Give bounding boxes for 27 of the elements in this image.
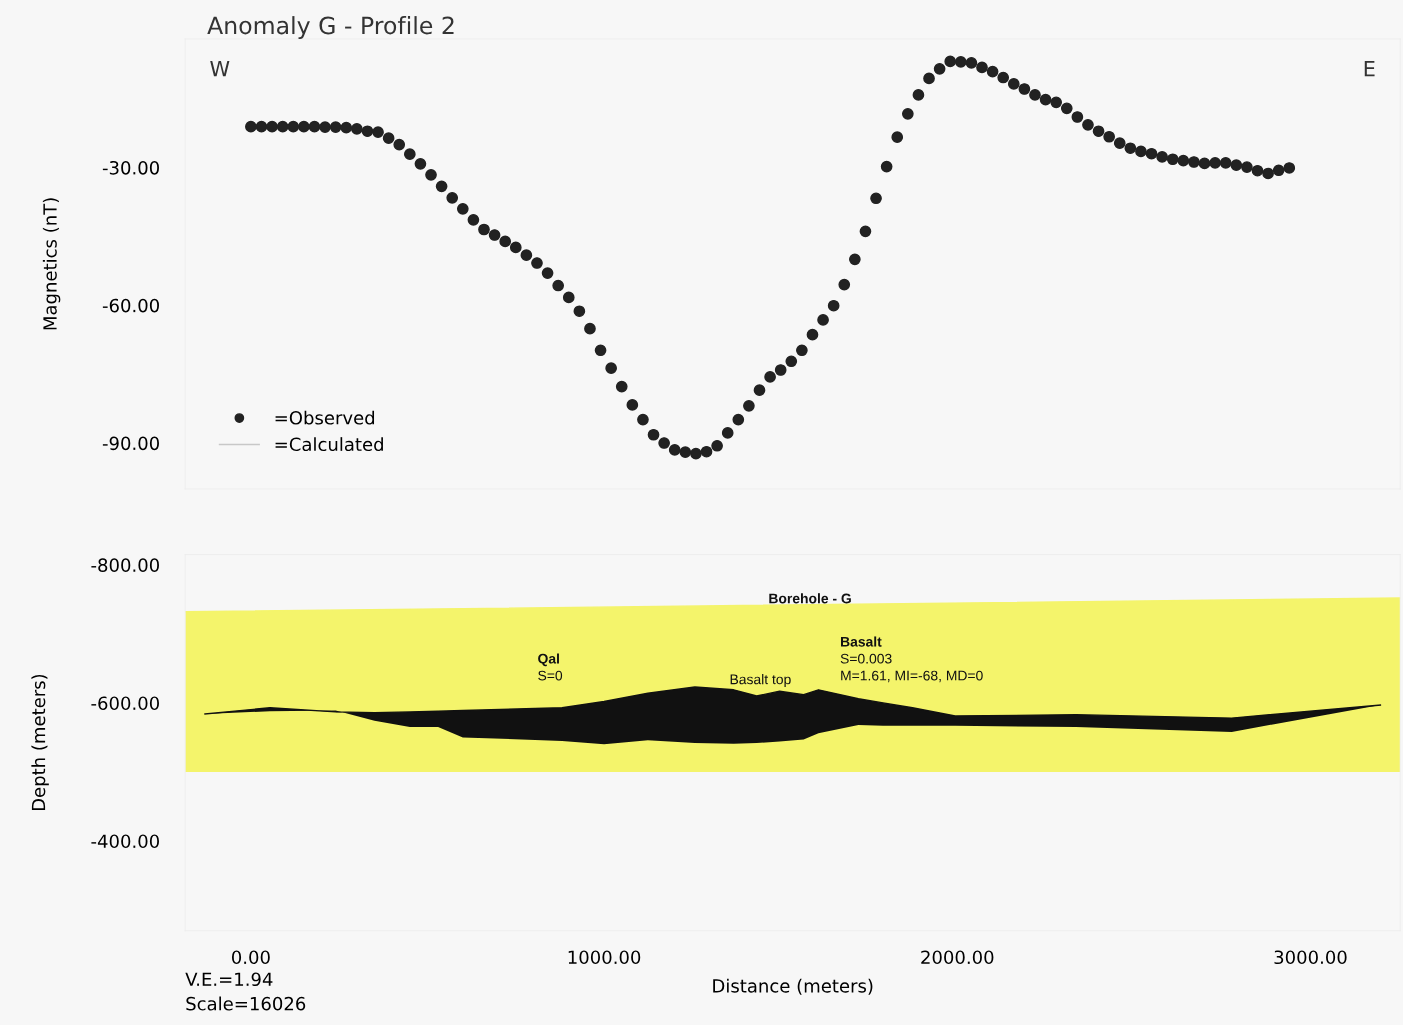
annotation: M=1.61, MI=-68, MD=0 [841, 670, 983, 683]
legend-label: =Observed [275, 410, 375, 425]
y-axis-title: Depth (meters) [31, 674, 49, 811]
y-tick-label: -90.00 [102, 436, 159, 451]
x-tick-label: 2000.00 [921, 950, 994, 965]
annotation: Qal [538, 653, 559, 667]
chart-title: Anomaly G - Profile 2 [207, 16, 454, 39]
text: Scale=16026 [186, 996, 306, 1011]
text: V.E.=1.94 [185, 972, 273, 987]
annotation: Borehole - G [769, 593, 851, 604]
annotation: W [210, 61, 230, 77]
legend-label: =Calculated [275, 437, 383, 452]
y-tick-label: -400.00 [91, 834, 159, 849]
x-tick-label: 0.00 [231, 950, 270, 965]
annotation: Basalt top [730, 674, 791, 688]
y-tick-label: -800.00 [91, 558, 159, 572]
x-tick-label: 1000.00 [568, 950, 641, 965]
annotation: Basalt [841, 636, 882, 647]
x-tick-label: 3000.00 [1274, 950, 1347, 965]
annotation: S=0 [538, 670, 563, 681]
y-tick-label: -600.00 [91, 696, 159, 711]
y-tick-label: -30.00 [102, 160, 159, 175]
y-axis-title: Magnetics (nT) [42, 198, 61, 330]
annotation: S=0.003 [840, 653, 892, 664]
annotation: E [1364, 61, 1375, 77]
x-axis-title: Distance (meters) [713, 978, 873, 995]
y-tick-label: -60.00 [102, 298, 159, 313]
